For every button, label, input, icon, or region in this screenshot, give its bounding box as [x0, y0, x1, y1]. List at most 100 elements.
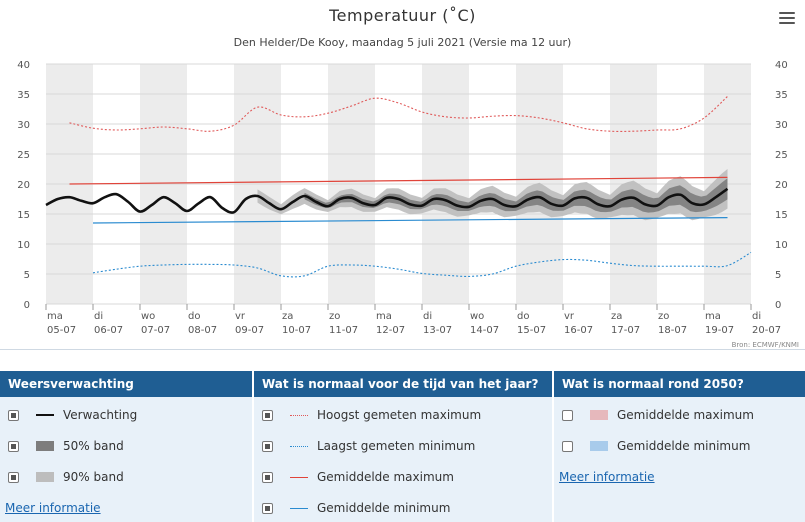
y-tick-label-left: 35: [17, 90, 30, 101]
legend-label: Gemiddelde minimum: [617, 439, 751, 453]
legend-item-laagst-gemeten[interactable]: Laagst gemeten minimum: [254, 436, 475, 456]
checkbox[interactable]: [562, 440, 573, 452]
temperature-chart: 0 0 5 5 10 10 15 15 20 20 25 25 30 30 35 35 40 40 ma 05-07 d…: [17, 60, 788, 336]
y-tick-label-right: 0: [775, 300, 781, 311]
swatch-hoogst-gemeten: [289, 409, 309, 421]
y-tick-label-right: 40: [775, 60, 788, 71]
hamburger-menu-icon[interactable]: [779, 12, 795, 24]
x-tick-dow: do: [188, 311, 200, 322]
legend-label: Gemiddelde maximum: [317, 470, 454, 484]
x-tick-dow: di: [423, 311, 432, 322]
swatch-2050-maximum: [589, 409, 609, 421]
x-tick-date: 20-07: [752, 325, 781, 336]
x-tick-dow: do: [517, 311, 529, 322]
checkbox[interactable]: [562, 409, 573, 421]
checkbox[interactable]: [262, 440, 273, 452]
series-hoogst-gemeten-maximum: [69, 95, 728, 132]
legend-normal-header: Wat is normaal voor de tijd van het jaar…: [254, 371, 552, 397]
series-gemiddelde-minimum: [92, 217, 728, 224]
swatch-laagst-gemeten: [289, 440, 309, 452]
series-laagst-gemeten-minimum: [92, 251, 752, 278]
legend-normal-column: Wat is normaal voor de tijd van het jaar…: [252, 371, 552, 522]
x-tick-dow: wo: [141, 311, 155, 322]
checkbox[interactable]: [262, 409, 273, 421]
x-tick-date: 11-07: [329, 325, 358, 336]
x-tick-date: 08-07: [188, 325, 217, 336]
x-tick-date: 05-07: [47, 325, 76, 336]
legend-item-50-band[interactable]: 50% band: [0, 436, 124, 456]
legend-2050-header: Wat is normaal rond 2050?: [554, 371, 805, 397]
checkbox[interactable]: [262, 471, 273, 483]
x-tick-date: 13-07: [423, 325, 452, 336]
legend-item-verwachting[interactable]: Verwachting: [0, 405, 137, 425]
x-tick-dow: ma: [376, 311, 392, 322]
legend-label: Gemiddelde maximum: [617, 408, 754, 422]
legend-label: Hoogst gemeten maximum: [317, 408, 482, 422]
x-tick-dow: za: [611, 311, 622, 322]
x-tick-dow: za: [282, 311, 293, 322]
x-tick-date: 15-07: [517, 325, 546, 336]
chart-area: 0 0 5 5 10 10 15 15 20 20 25 25 30 30 35 35 40 40 ma 05-07 d…: [0, 6, 805, 350]
legend-item-hoogst-gemeten[interactable]: Hoogst gemeten maximum: [254, 405, 481, 425]
y-tick-label-right: 15: [775, 210, 788, 221]
x-tick-dow: wo: [470, 311, 484, 322]
legend-item-2050-maximum[interactable]: Gemiddelde maximum: [554, 405, 754, 425]
swatch-gemiddelde-maximum: [289, 471, 309, 483]
y-tick-label-left: 0: [24, 300, 30, 311]
x-tick-date: 19-07: [705, 325, 734, 336]
legend-forecast-column: Weersverwachting Verwachting 50% band 90…: [0, 371, 252, 522]
x-tick-dow: di: [752, 311, 761, 322]
series-gemiddelde-maximum: [69, 176, 728, 185]
swatch-gemiddelde-minimum: [289, 502, 309, 514]
y-tick-label-right: 20: [775, 180, 788, 191]
x-tick-dow: ma: [705, 311, 721, 322]
x-tick-dow: vr: [564, 311, 575, 322]
chart-title: Temperatuur (˚C): [329, 6, 476, 25]
y-tick-label-left: 30: [17, 120, 30, 131]
credits: Bron: ECMWF/KNMI: [731, 341, 799, 349]
more-info-link-2050[interactable]: Meer informatie: [559, 470, 655, 484]
y-tick-label-left: 15: [17, 210, 30, 221]
x-tick-date: 06-07: [94, 325, 123, 336]
legend-item-gemiddelde-minimum[interactable]: Gemiddelde minimum: [254, 498, 450, 518]
legend-label: 90% band: [63, 470, 124, 484]
legend-label: 50% band: [63, 439, 124, 453]
legend-panel: Weersverwachting Verwachting 50% band 90…: [0, 371, 805, 522]
legend-item-90-band[interactable]: 90% band: [0, 467, 124, 487]
swatch-50-band: [35, 440, 55, 452]
x-tick-date: 09-07: [235, 325, 264, 336]
y-tick-label-right: 30: [775, 120, 788, 131]
swatch-verwachting: [35, 409, 55, 421]
checkbox[interactable]: [8, 409, 19, 421]
y-tick-label-left: 40: [17, 60, 30, 71]
checkbox[interactable]: [8, 440, 19, 452]
y-tick-label-left: 25: [17, 150, 30, 161]
legend-label: Verwachting: [63, 408, 138, 422]
swatch-2050-minimum: [589, 440, 609, 452]
legend-2050-column: Wat is normaal rond 2050? Gemiddelde max…: [552, 371, 805, 522]
more-info-link[interactable]: Meer informatie: [5, 501, 101, 515]
legend-label: Gemiddelde minimum: [317, 501, 451, 515]
x-tick-dow: ma: [47, 311, 63, 322]
chart-subtitle: Den Helder/De Kooy, maandag 5 juli 2021 …: [233, 36, 572, 49]
swatch-90-band: [35, 471, 55, 483]
x-tick-date: 12-07: [376, 325, 405, 336]
checkbox[interactable]: [262, 502, 273, 514]
y-tick-label-left: 20: [17, 180, 30, 191]
y-tick-label-right: 35: [775, 90, 788, 101]
y-tick-label-right: 10: [775, 240, 788, 251]
y-tick-label-left: 5: [24, 270, 30, 281]
x-tick-dow: zo: [329, 311, 340, 322]
legend-label: Laagst gemeten minimum: [317, 439, 476, 453]
x-tick-date: 17-07: [611, 325, 640, 336]
x-tick-date: 18-07: [658, 325, 687, 336]
x-tick-date: 10-07: [282, 325, 311, 336]
y-tick-label-left: 10: [17, 240, 30, 251]
legend-item-2050-minimum[interactable]: Gemiddelde minimum: [554, 436, 750, 456]
legend-item-gemiddelde-maximum[interactable]: Gemiddelde maximum: [254, 467, 454, 487]
y-tick-label-right: 25: [775, 150, 788, 161]
series-verwachting: [45, 187, 729, 214]
checkbox[interactable]: [8, 471, 19, 483]
legend-forecast-header: Weersverwachting: [0, 371, 252, 397]
x-tick-dow: di: [94, 311, 103, 322]
